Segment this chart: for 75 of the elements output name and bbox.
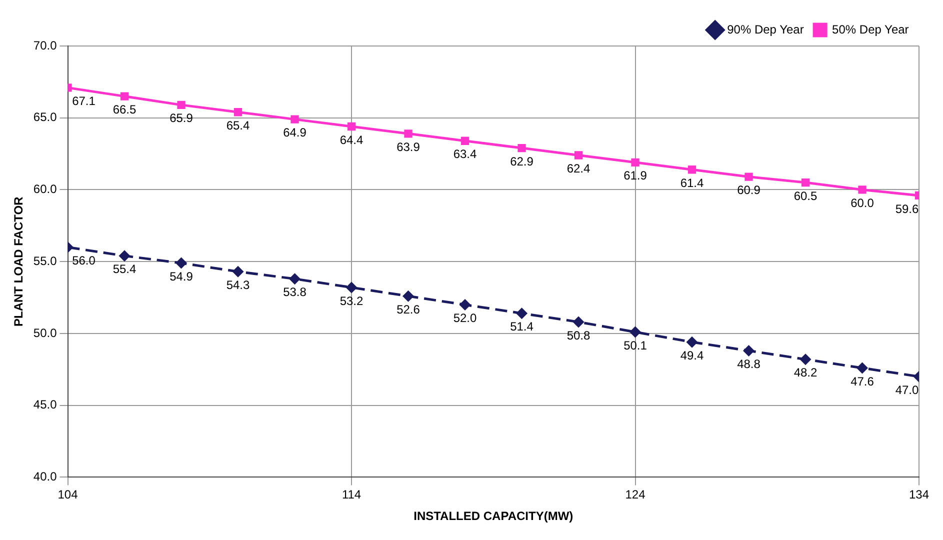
- legend-label: 50% Dep Year: [832, 22, 909, 36]
- x-axis-title: INSTALLED CAPACITY(MW): [414, 509, 574, 524]
- legend-label: 90% Dep Year: [727, 22, 804, 36]
- data-label: 59.6: [895, 202, 919, 216]
- data-label: 64.9: [283, 126, 307, 140]
- point: [857, 362, 868, 374]
- point: [346, 282, 357, 293]
- y-tick-label: 60.0: [33, 182, 58, 196]
- data-label: 51.4: [510, 320, 534, 334]
- data-label: 50.1: [624, 338, 648, 352]
- data-label: 61.4: [680, 176, 704, 190]
- point: [686, 336, 698, 348]
- data-label: 65.4: [226, 118, 250, 132]
- point: [801, 178, 810, 187]
- data-label: 64.4: [340, 132, 364, 147]
- point: [234, 108, 242, 116]
- data-label: 66.5: [112, 102, 137, 117]
- point: [232, 266, 244, 277]
- data-label: 63.9: [396, 140, 420, 154]
- point: [744, 345, 754, 356]
- y-axis-title: PLANT LOAD FACTOR: [12, 196, 26, 326]
- data-label: 60.5: [794, 188, 818, 203]
- point: [404, 130, 412, 138]
- data-label: 52.0: [453, 311, 478, 326]
- data-label: 47.0: [895, 382, 919, 397]
- y-tick-label: 50.0: [33, 326, 58, 340]
- data-label: 67.1: [72, 94, 96, 108]
- data-label: 55.4: [112, 262, 137, 276]
- point: [800, 354, 811, 365]
- point: [120, 92, 129, 100]
- point: [574, 151, 583, 160]
- data-label: 60.0: [850, 196, 874, 210]
- point: [573, 316, 584, 328]
- point: [290, 274, 300, 284]
- x-tick-label: 134: [908, 488, 930, 502]
- point: [688, 166, 696, 174]
- data-label: 62.4: [566, 162, 591, 176]
- x-tick-label: 114: [342, 488, 362, 502]
- point: [290, 115, 299, 124]
- data-label: 63.4: [453, 147, 478, 162]
- point: [516, 308, 528, 319]
- data-label: 48.2: [794, 366, 818, 380]
- data-label: 49.4: [680, 348, 704, 362]
- data-label: 47.6: [850, 374, 874, 388]
- point: [460, 299, 470, 310]
- point: [858, 186, 866, 194]
- data-label: 53.2: [340, 294, 364, 308]
- data-label: 65.9: [170, 111, 194, 126]
- data-label: 50.8: [566, 328, 591, 342]
- y-tick-label: 55.0: [33, 254, 58, 268]
- point: [630, 326, 640, 338]
- point: [631, 158, 640, 167]
- point: [744, 172, 753, 181]
- point: [119, 250, 130, 262]
- y-tick-label: 70.0: [33, 38, 58, 52]
- point: [176, 258, 187, 268]
- point: [518, 144, 526, 152]
- data-label: 52.6: [396, 302, 420, 316]
- y-tick-label: 65.0: [33, 110, 58, 124]
- data-label: 60.9: [737, 183, 761, 198]
- y-tick-label: 40.0: [33, 470, 58, 484]
- point: [403, 290, 414, 302]
- point: [460, 136, 470, 145]
- data-label: 56.0: [72, 254, 96, 268]
- x-tick-label: 124: [625, 488, 646, 502]
- data-label: 53.8: [283, 285, 307, 300]
- point: [177, 100, 186, 110]
- point: [347, 122, 356, 131]
- data-label: 54.3: [226, 278, 250, 292]
- data-label: 62.9: [510, 154, 534, 168]
- data-label: 61.9: [624, 168, 648, 183]
- data-label: 48.8: [737, 357, 761, 372]
- x-tick-label: 104: [58, 488, 78, 502]
- y-tick-label: 45.0: [33, 398, 58, 412]
- data-label: 54.9: [170, 269, 194, 284]
